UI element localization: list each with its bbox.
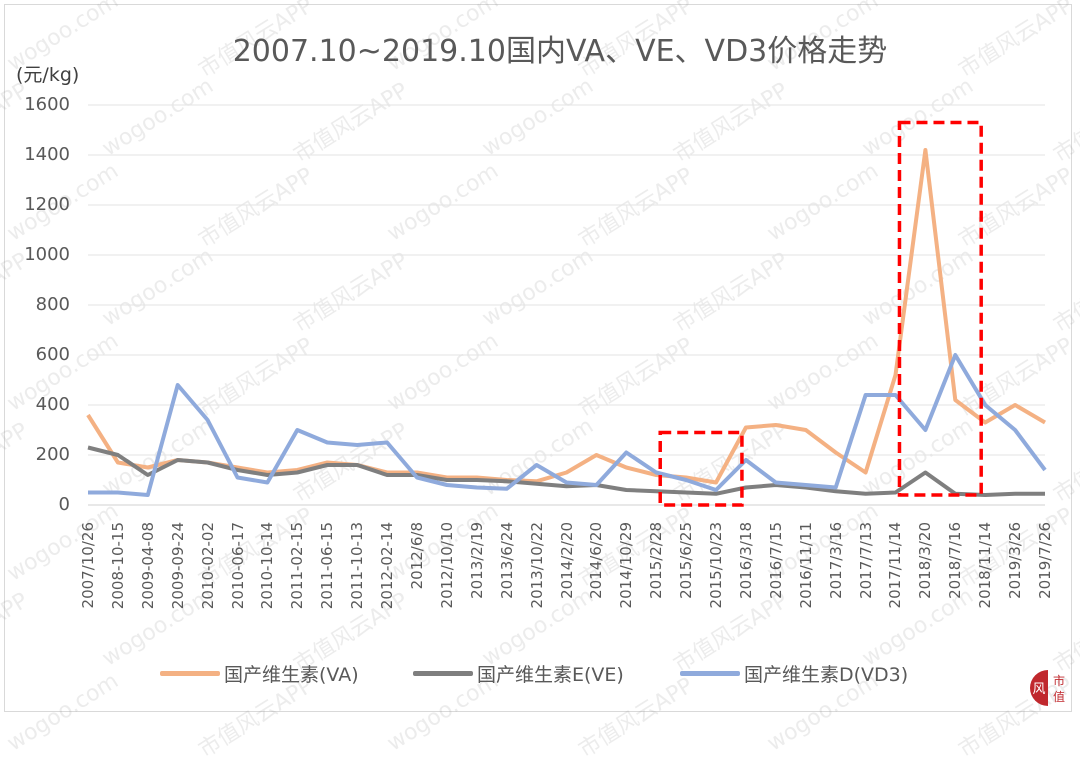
svg-text:风: 风 xyxy=(1032,682,1045,697)
y-tick-label: 1600 xyxy=(24,94,70,115)
legend: 国产维生素(VA) 国产维生素E(VE) 国产维生素D(VD3) xyxy=(0,660,1080,690)
chart-frame xyxy=(4,4,1072,712)
x-tick-label: 2018/11/14 xyxy=(976,522,995,609)
x-tick-label: 2008-10-15 xyxy=(108,522,127,610)
x-tick-label: 2011-10-13 xyxy=(348,522,367,610)
x-tick-label: 2012/10/10 xyxy=(437,522,456,609)
gridlines xyxy=(88,104,1045,506)
legend-label-ve: 国产维生素E(VE) xyxy=(477,664,624,686)
x-tick-label: 2014/2/20 xyxy=(557,522,576,599)
x-tick-label: 2010-06-17 xyxy=(228,522,247,610)
series-line-2 xyxy=(88,353,1047,497)
x-tick-label: 2018/3/20 xyxy=(916,522,935,599)
x-tick-label: 2007/10/26 xyxy=(79,522,97,609)
highlight-boxes xyxy=(658,120,983,507)
highlight-box-1 xyxy=(897,120,983,497)
x-tick-label: 2010-10-14 xyxy=(258,522,277,610)
x-tick-label: 2011-06-15 xyxy=(318,522,337,610)
x-tick-label: 2013/10/22 xyxy=(527,522,546,609)
series-line-1 xyxy=(87,445,1045,497)
highlight-box-0 xyxy=(658,430,744,507)
legend-label-va: 国产维生素(VA) xyxy=(224,664,359,686)
x-tick-label: 2013/6/24 xyxy=(497,522,516,599)
x-tick-label: 2009-04-08 xyxy=(138,522,157,610)
svg-text:市: 市 xyxy=(1053,673,1065,688)
x-tick-label: 2011-02-15 xyxy=(288,522,307,610)
y-axis-unit-label: (元/kg) xyxy=(16,64,80,86)
chart-title: 2007.10~2019.10国内VA、VE、VD3价格走势 xyxy=(232,34,888,69)
x-tick-label: 2019/7/26 xyxy=(1036,522,1054,599)
x-tick-label: 2010-02-02 xyxy=(198,522,217,610)
x-tick-label: 2014/6/20 xyxy=(587,522,606,599)
y-tick-label: 600 xyxy=(35,344,70,365)
x-tick-label: 2017/11/14 xyxy=(886,522,905,609)
x-tick-label: 2015/10/23 xyxy=(707,522,726,609)
y-tick-label: 1200 xyxy=(24,194,70,215)
legend-item-va: 国产维生素(VA) xyxy=(160,660,359,687)
x-tick-label: 2012-02-14 xyxy=(378,522,397,610)
legend-swatch-va xyxy=(160,671,220,676)
x-tick-label: 2014/10/29 xyxy=(617,522,636,609)
y-tick-label: 800 xyxy=(35,294,70,315)
x-tick-label: 2015/6/25 xyxy=(677,522,696,599)
x-tick-label: 2009-09-24 xyxy=(168,522,187,610)
x-tick-label: 2016/11/11 xyxy=(796,522,815,609)
x-tick-label: 2017/7/13 xyxy=(856,522,875,599)
y-tick-label: 200 xyxy=(35,444,70,465)
y-tick-label: 400 xyxy=(35,394,70,415)
series-line-0 xyxy=(86,148,1047,485)
x-tick-label: 2018/7/16 xyxy=(946,522,965,599)
legend-item-ve: 国产维生素E(VE) xyxy=(413,660,624,687)
x-tick-label: 2016/3/18 xyxy=(736,522,755,599)
y-tick-label: 1400 xyxy=(24,144,70,165)
plot-area xyxy=(86,104,1047,507)
x-tick-label: 2012/6/8 xyxy=(407,522,426,590)
y-tick-label: 1000 xyxy=(24,244,70,265)
x-tick-label: 2016/7/15 xyxy=(766,522,785,599)
series-lines xyxy=(86,148,1047,497)
x-tick-label: 2019/3/26 xyxy=(1006,522,1025,599)
x-tick-label: 2013/2/19 xyxy=(467,522,486,599)
legend-swatch-ve xyxy=(413,671,473,676)
x-tick-label: 2015/2/28 xyxy=(647,522,666,599)
svg-text:值: 值 xyxy=(1053,689,1065,704)
legend-item-vd3: 国产维生素D(VD3) xyxy=(680,660,908,687)
legend-label-vd3: 国产维生素D(VD3) xyxy=(744,664,909,686)
y-tick-label: 0 xyxy=(58,494,70,515)
x-tick-label: 2017/3/16 xyxy=(826,522,845,599)
brand-logo-icon: 风 市 值 xyxy=(1030,670,1065,706)
legend-swatch-vd3 xyxy=(680,671,740,676)
